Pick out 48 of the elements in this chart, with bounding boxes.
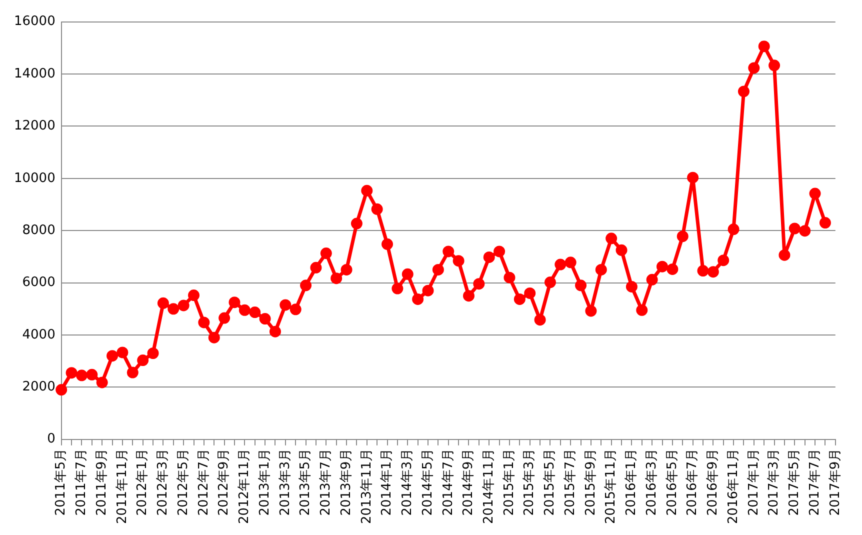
x-tick-label: 2012年7月 — [196, 448, 212, 516]
x-tick-label: 2013年7月 — [318, 448, 334, 516]
x-tick-label: 2013年11月 — [359, 448, 374, 524]
x-tick-label: 2016年9月 — [706, 448, 721, 516]
x-tick-label: 2016年3月 — [644, 448, 660, 516]
y-tick-label: 4000 — [22, 327, 56, 342]
x-tick-label: 2011年7月 — [74, 448, 90, 516]
y-tick-label: 2000 — [22, 380, 56, 395]
x-tick-label: 2014年9月 — [461, 448, 476, 516]
x-tick-label: 2017年7月 — [807, 448, 822, 516]
x-tick-label: 2015年3月 — [522, 448, 538, 516]
x-tick-label: 2017年1月 — [746, 448, 762, 516]
x-tick-label: 2011年9月 — [94, 448, 110, 516]
x-tick-label: 2014年7月 — [440, 448, 456, 516]
x-tick-label: 2016年1月 — [624, 448, 640, 516]
x-tick-label: 2014年11月 — [481, 448, 496, 524]
x-tick-label: 2015年7月 — [562, 448, 578, 516]
x-tick-label: 2011年5月 — [54, 448, 69, 516]
x-tick-label: 2017年3月 — [766, 448, 782, 516]
x-tick-label: 2015年11月 — [604, 448, 619, 524]
x-tick-label: 2015年9月 — [583, 448, 598, 516]
x-tick-label: 2013年3月 — [278, 448, 293, 516]
x-tick-label: 2014年1月 — [380, 448, 395, 516]
y-tick-label: 6000 — [22, 275, 56, 290]
x-tick-label: 2013年9月 — [338, 448, 354, 516]
x-tick-label: 2017年5月 — [787, 448, 802, 516]
x-tick-label: 2014年5月 — [420, 448, 436, 516]
x-tick-label: 2013年5月 — [298, 448, 314, 516]
x-tick-label: 2012年9月 — [216, 448, 232, 516]
x-tick-label: 2015年1月 — [502, 448, 517, 516]
y-tick-label: 16000 — [14, 14, 56, 30]
y-tick-label: 10000 — [14, 170, 56, 186]
x-tick-label: 2012年1月 — [135, 448, 150, 516]
y-tick-label: 14000 — [14, 66, 56, 82]
y-tick-label: 12000 — [14, 118, 56, 134]
x-tick-label: 2012年11月 — [237, 448, 252, 524]
x-tick-label: 2015年5月 — [542, 448, 558, 516]
x-tick-label: 2012年3月 — [156, 448, 171, 516]
x-tick-label: 2013年1月 — [257, 448, 272, 516]
x-tick-label: 2016年11月 — [726, 448, 741, 524]
y-tick-label: 0 — [47, 432, 56, 447]
x-tick-label: 2017年9月 — [828, 448, 843, 516]
x-tick-label: 2012年5月 — [176, 448, 191, 516]
y-tick-label: 8000 — [22, 222, 56, 238]
x-tick-label: 2014年3月 — [400, 448, 416, 516]
x-tick-label: 2016年5月 — [664, 448, 680, 516]
x-tick-label: 2016年7月 — [685, 448, 700, 516]
x-tick-label: 2011年11月 — [114, 448, 130, 524]
